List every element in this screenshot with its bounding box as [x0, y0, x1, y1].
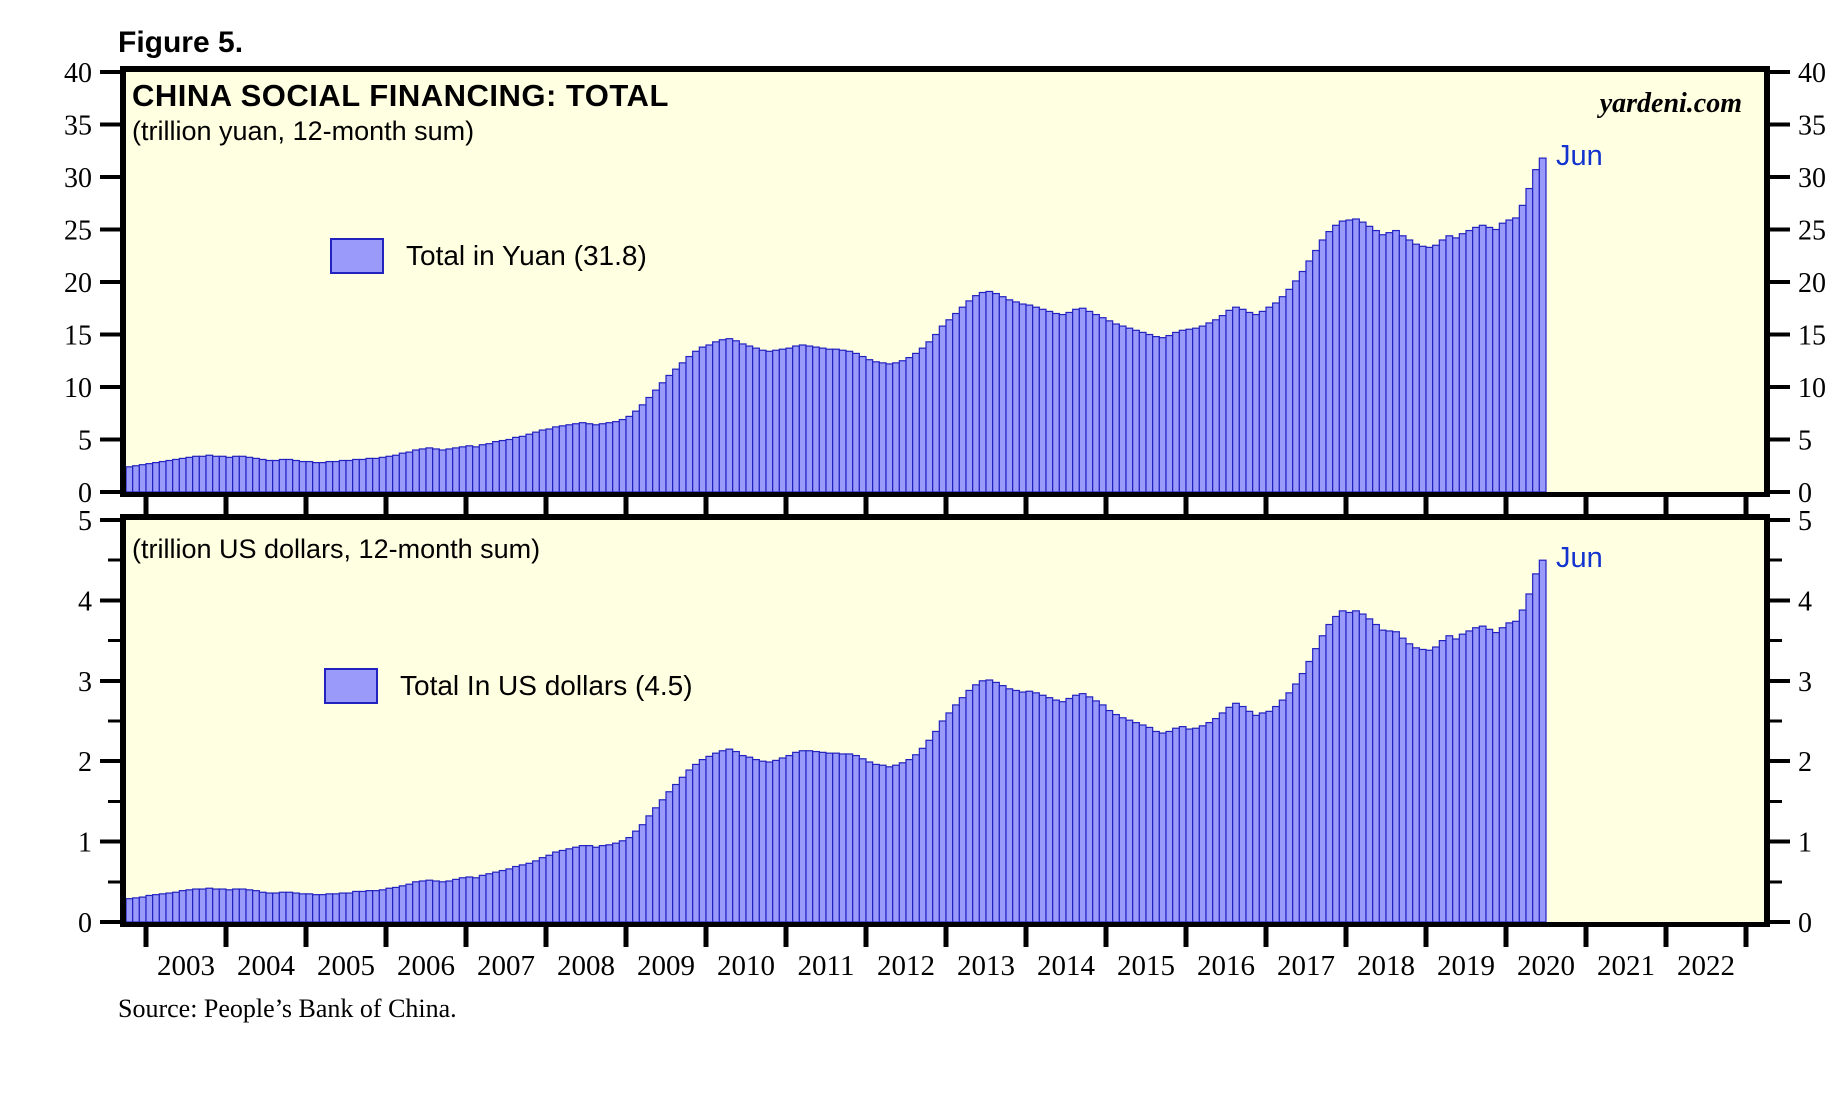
svg-text:5: 5: [78, 506, 92, 537]
svg-text:4: 4: [78, 586, 92, 617]
svg-text:2020: 2020: [1517, 950, 1575, 982]
svg-text:2017: 2017: [1277, 950, 1335, 982]
svg-text:5: 5: [1798, 506, 1812, 537]
svg-text:2009: 2009: [637, 950, 695, 982]
svg-text:5: 5: [1798, 426, 1812, 457]
svg-text:2011: 2011: [798, 950, 855, 982]
svg-text:2008: 2008: [557, 950, 615, 982]
svg-text:20: 20: [1798, 268, 1826, 299]
annotation-jun-top: Jun: [1556, 140, 1603, 172]
svg-text:4: 4: [1798, 586, 1812, 617]
svg-text:0: 0: [1798, 478, 1812, 509]
svg-text:35: 35: [64, 111, 92, 142]
top-panel-subtitle: (trillion yuan, 12-month sum): [132, 116, 475, 146]
figure-label: Figure 5.: [118, 26, 244, 59]
bottom-panel-subtitle: (trillion US dollars, 12-month sum): [132, 534, 541, 564]
legend-label-usd: Total In US dollars (4.5): [400, 670, 693, 701]
svg-text:10: 10: [64, 373, 92, 404]
svg-text:35: 35: [1798, 111, 1826, 142]
svg-text:2022: 2022: [1677, 950, 1735, 982]
svg-text:25: 25: [64, 216, 92, 247]
svg-text:40: 40: [64, 58, 92, 89]
svg-text:15: 15: [64, 321, 92, 352]
svg-text:30: 30: [64, 163, 92, 194]
svg-text:2015: 2015: [1117, 950, 1175, 982]
chart-title: CHINA SOCIAL FINANCING: TOTAL: [132, 78, 669, 113]
svg-text:0: 0: [78, 908, 92, 939]
svg-text:30: 30: [1798, 163, 1826, 194]
svg-text:20: 20: [64, 268, 92, 299]
svg-text:2007: 2007: [477, 950, 535, 982]
svg-text:3: 3: [78, 667, 92, 698]
svg-text:2: 2: [1798, 747, 1812, 778]
svg-text:2005: 2005: [317, 950, 375, 982]
svg-text:2012: 2012: [877, 950, 935, 982]
svg-text:15: 15: [1798, 321, 1826, 352]
branding-yardeni: yardeni.com: [1599, 88, 1742, 119]
annotation-jun-bottom: Jun: [1556, 542, 1603, 574]
svg-text:25: 25: [1798, 216, 1826, 247]
svg-text:2004: 2004: [237, 950, 296, 982]
svg-text:2021: 2021: [1597, 950, 1655, 982]
legend-swatch-usd: [324, 668, 378, 704]
svg-text:1: 1: [78, 828, 92, 859]
legend-label-yuan: Total in Yuan (31.8): [406, 240, 647, 271]
top-panel-legend: Total in Yuan (31.8): [330, 238, 647, 274]
svg-text:2003: 2003: [157, 950, 215, 982]
source-note: Source: People’s Bank of China.: [118, 994, 457, 1023]
svg-text:40: 40: [1798, 58, 1826, 89]
bottom-panel-legend: Total In US dollars (4.5): [324, 668, 693, 704]
svg-text:1: 1: [1798, 828, 1812, 859]
svg-text:0: 0: [78, 478, 92, 509]
svg-text:2014: 2014: [1037, 950, 1096, 982]
svg-text:2018: 2018: [1357, 950, 1415, 982]
svg-text:3: 3: [1798, 667, 1812, 698]
svg-text:2019: 2019: [1437, 950, 1495, 982]
svg-text:2013: 2013: [957, 950, 1015, 982]
svg-text:10: 10: [1798, 373, 1826, 404]
legend-swatch-yuan: [330, 238, 384, 274]
svg-text:2016: 2016: [1197, 950, 1255, 982]
svg-text:0: 0: [1798, 908, 1812, 939]
svg-text:2006: 2006: [397, 950, 455, 982]
svg-text:2: 2: [78, 747, 92, 778]
svg-text:2010: 2010: [717, 950, 775, 982]
svg-text:5: 5: [78, 426, 92, 457]
